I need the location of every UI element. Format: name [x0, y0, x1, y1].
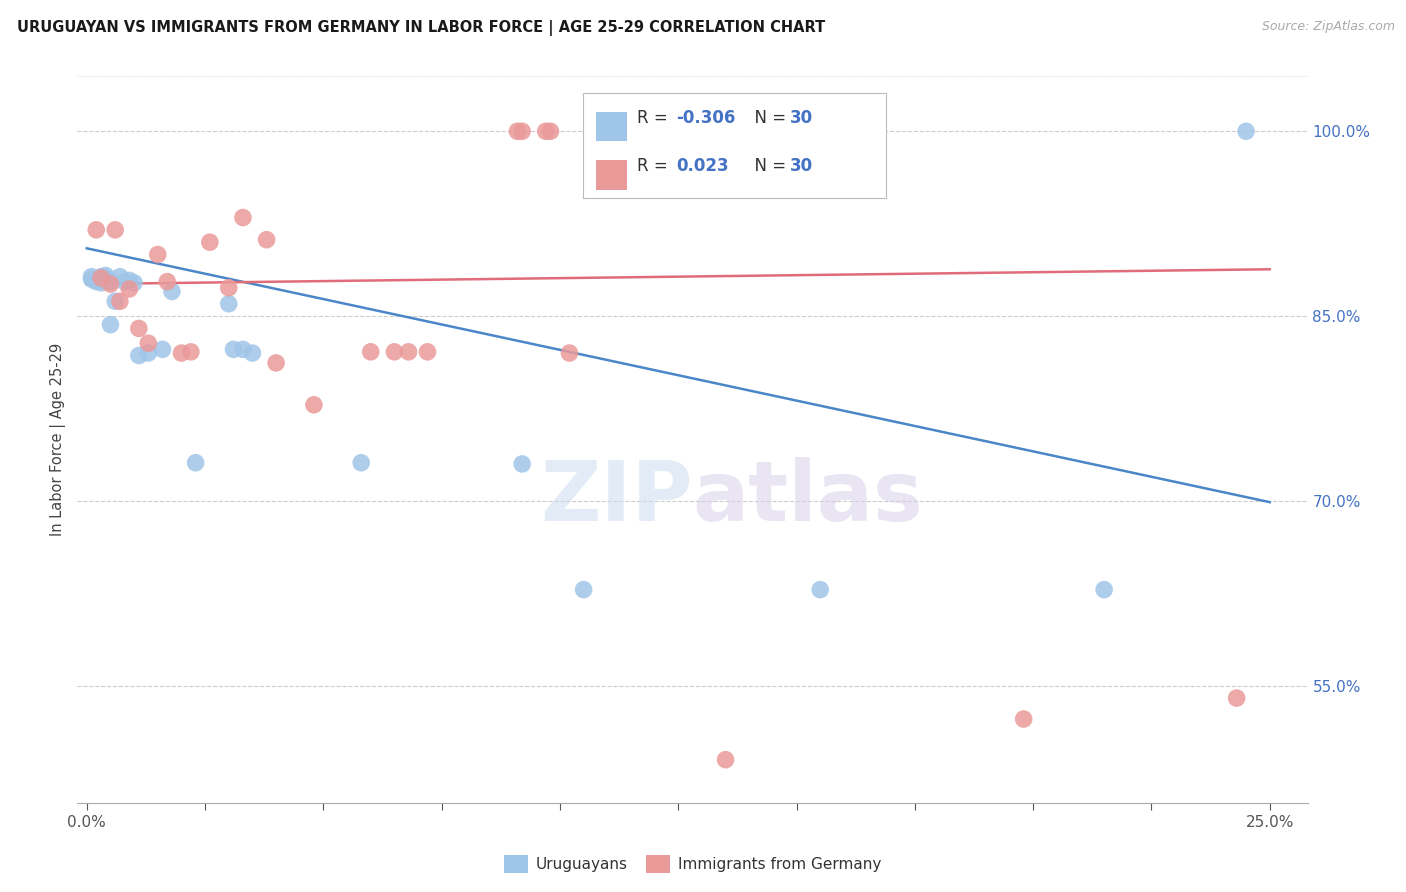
Point — [180, 344, 202, 359]
Point — [128, 321, 150, 335]
Point — [118, 282, 141, 296]
Point — [808, 582, 831, 597]
Y-axis label: In Labor Force | Age 25-29: In Labor Force | Age 25-29 — [51, 343, 66, 536]
Text: ZIP: ZIP — [540, 457, 693, 538]
Point — [1226, 691, 1249, 706]
Point — [398, 344, 420, 359]
Point — [152, 343, 174, 357]
Point — [218, 297, 240, 311]
Point — [90, 269, 112, 284]
Point — [232, 211, 254, 225]
Point — [100, 318, 122, 332]
Point — [302, 398, 325, 412]
Point — [222, 343, 245, 357]
Point — [534, 124, 557, 138]
Point — [94, 268, 117, 283]
Point — [84, 223, 107, 237]
Point — [90, 273, 112, 287]
Point — [156, 275, 179, 289]
Point — [136, 336, 159, 351]
Point — [128, 349, 150, 363]
Point — [558, 346, 581, 360]
Point — [264, 356, 287, 370]
Point — [382, 344, 405, 359]
Point — [1092, 582, 1115, 597]
Text: Source: ZipAtlas.com: Source: ZipAtlas.com — [1261, 20, 1395, 33]
Point — [256, 233, 278, 247]
Point — [80, 272, 103, 286]
Point — [160, 285, 183, 299]
Point — [118, 273, 141, 287]
Point — [714, 753, 737, 767]
Point — [114, 275, 136, 289]
Point — [90, 276, 112, 290]
Point — [242, 346, 264, 360]
Point — [540, 124, 562, 138]
Point — [184, 456, 207, 470]
Point — [198, 235, 221, 249]
Point — [1012, 712, 1035, 726]
Text: N =: N = — [744, 158, 792, 176]
Text: -0.306: -0.306 — [676, 109, 735, 127]
Point — [108, 294, 131, 309]
Point — [108, 269, 131, 284]
Point — [416, 344, 439, 359]
Point — [100, 275, 122, 289]
Text: R =: R = — [637, 109, 673, 127]
Point — [90, 271, 112, 285]
Point — [100, 277, 122, 291]
Point — [350, 456, 373, 470]
Text: URUGUAYAN VS IMMIGRANTS FROM GERMANY IN LABOR FORCE | AGE 25-29 CORRELATION CHAR: URUGUAYAN VS IMMIGRANTS FROM GERMANY IN … — [17, 20, 825, 36]
Point — [360, 344, 382, 359]
Point — [506, 124, 529, 138]
Point — [80, 269, 103, 284]
Text: N =: N = — [744, 109, 792, 127]
Text: 0.023: 0.023 — [676, 158, 728, 176]
Point — [84, 275, 107, 289]
Point — [218, 281, 240, 295]
Point — [136, 346, 159, 360]
Point — [510, 124, 533, 138]
Point — [510, 457, 533, 471]
Text: R =: R = — [637, 158, 678, 176]
Point — [572, 582, 595, 597]
Point — [146, 247, 169, 261]
Text: 30: 30 — [790, 158, 813, 176]
Text: 30: 30 — [790, 109, 813, 127]
Text: atlas: atlas — [693, 457, 924, 538]
Legend: Uruguayans, Immigrants from Germany: Uruguayans, Immigrants from Germany — [498, 849, 887, 879]
Point — [104, 294, 127, 309]
Point — [170, 346, 193, 360]
Point — [1234, 124, 1257, 138]
Point — [104, 223, 127, 237]
Point — [122, 276, 145, 290]
Point — [232, 343, 254, 357]
Point — [94, 271, 117, 285]
